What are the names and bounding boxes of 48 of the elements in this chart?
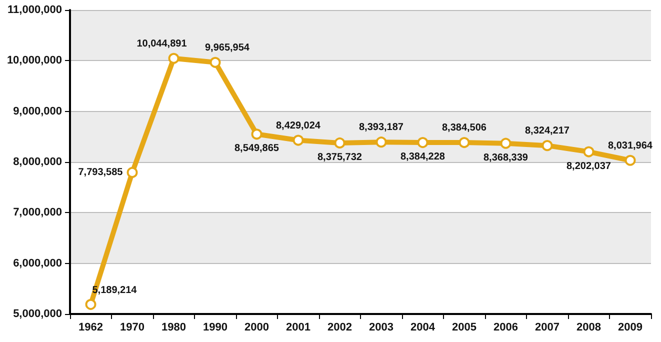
y-tick-label: 8,000,000 [13, 156, 62, 168]
x-tick-label: 1970 [120, 322, 144, 334]
data-label: 9,965,954 [205, 42, 250, 54]
data-label: 8,324,217 [525, 126, 570, 137]
point [126, 166, 138, 178]
data-label: 8,375,732 [318, 152, 362, 163]
data-label: 8,384,506 [442, 122, 487, 134]
data-label: 8,202,037 [566, 160, 612, 172]
y-tick-label: 5,000,000 [13, 308, 62, 320]
point [376, 136, 387, 148]
point [583, 146, 594, 158]
y-tick-label: 6,000,000 [13, 257, 62, 270]
data-label: 8,368,339 [484, 152, 528, 164]
point [500, 138, 512, 149]
point [334, 137, 346, 148]
data-label: 8,429,024 [276, 120, 321, 132]
point [542, 140, 553, 152]
y-tick-label: 11,000,000 [8, 4, 62, 16]
x-tick-label: 2006 [494, 322, 518, 334]
x-tick-label: 2005 [452, 322, 476, 334]
x-tick-label: 2000 [244, 322, 269, 334]
x-tick-label: 2004 [410, 322, 436, 334]
point [210, 56, 221, 68]
x-tick-label: 2007 [535, 322, 560, 334]
point [458, 137, 470, 148]
x-tick-label: 1990 [203, 322, 228, 334]
data-label: 8,384,228 [400, 152, 446, 163]
data-label: 8,393,187 [359, 122, 404, 134]
x-tick-label: 1962 [78, 322, 103, 334]
point [251, 128, 262, 140]
x-tick-label: 1980 [162, 322, 186, 334]
point [85, 298, 96, 310]
data-label: 8,549,865 [234, 143, 280, 154]
point [624, 154, 636, 166]
y-tick-label: 10,000,000 [6, 54, 62, 67]
x-tick-label: 2001 [286, 322, 310, 334]
point [292, 134, 304, 146]
y-tick-label: 7,000,000 [13, 206, 62, 219]
x-tick-label: 2009 [618, 322, 642, 334]
point [168, 52, 180, 64]
data-label: 7,793,585 [78, 166, 124, 178]
data-label: 10,044,891 [136, 38, 188, 50]
data-label: 8,031,964 [608, 140, 653, 152]
x-tick-label: 2003 [369, 322, 394, 334]
x-tick-label: 2008 [576, 322, 601, 334]
point [417, 137, 428, 148]
x-tick-label: 2002 [328, 322, 352, 334]
y-tick-label: 9,000,000 [13, 105, 62, 118]
